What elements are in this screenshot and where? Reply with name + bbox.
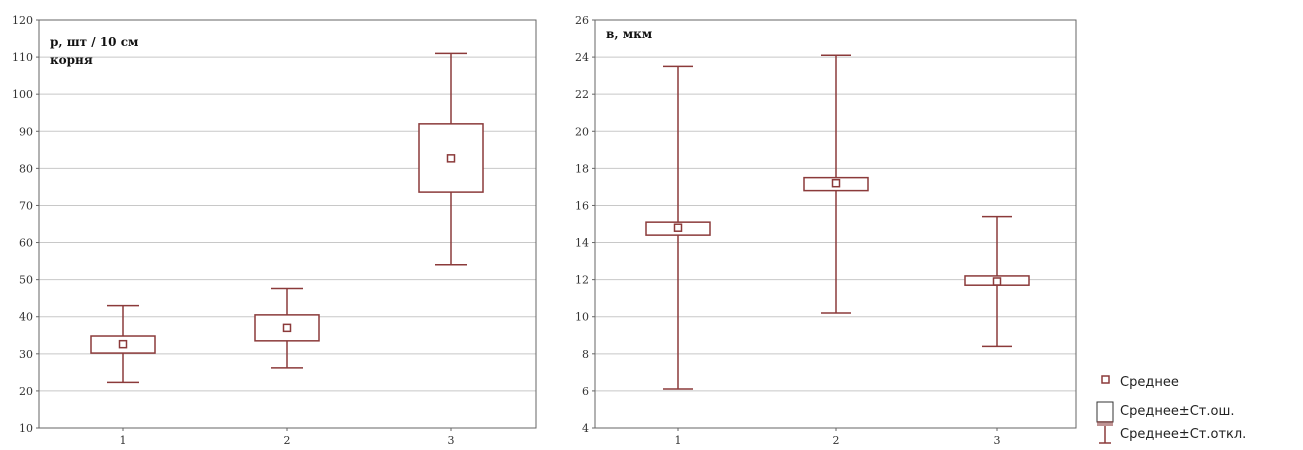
mean-marker: [992, 277, 1002, 286]
y-tick-label: 24: [575, 51, 589, 64]
legend-item-mean: Среднее: [1101, 375, 1179, 390]
y-tick-label: 6: [582, 385, 589, 398]
chart-left-panel: 10 20 30 40 50 60 70 80 90 100 110 120 1 2 3 p, шт / 10…: [12, 14, 537, 447]
y-tick-label: 8: [582, 348, 589, 361]
panel-annotation: p, шт / 10 см: [50, 35, 139, 49]
mean-marker: [282, 323, 292, 333]
y-tick-label: 100: [12, 88, 33, 101]
legend: Среднее Среднее±Ст.ош. Среднее±Ст.откл.: [1096, 375, 1246, 444]
mean-marker: [118, 339, 128, 349]
x-tick-label: 3: [448, 434, 455, 447]
mean-marker: [673, 223, 683, 232]
y-tick-label: 20: [575, 125, 589, 138]
y-tick-label: 30: [19, 348, 33, 361]
se-box-icon: [1096, 401, 1114, 423]
y-tick-label: 110: [12, 51, 33, 64]
legend-label-se: Среднее±Ст.ош.: [1120, 404, 1234, 419]
y-tick-label: 16: [575, 199, 589, 212]
y-tick-label: 90: [19, 125, 33, 138]
y-tick-label: 80: [19, 162, 33, 175]
y-tick-label: 18: [575, 162, 589, 175]
x-tick-label: 1: [675, 434, 682, 447]
box-group: [418, 52, 484, 266]
x-tick-label: 2: [833, 434, 840, 447]
y-tick-label: 14: [575, 237, 589, 250]
sd-whisker-icon: [1097, 421, 1113, 444]
y-tick-label: 120: [12, 14, 33, 27]
y-tick-label: 10: [575, 311, 589, 324]
box-group: [964, 215, 1030, 348]
y-tick-label: 40: [19, 311, 33, 324]
legend-item-sd: Среднее±Ст.откл.: [1097, 421, 1246, 444]
mean-marker: [831, 178, 841, 188]
x-tick-label: 1: [120, 434, 127, 447]
y-tick-label: 20: [19, 385, 33, 398]
y-tick-label: 22: [575, 88, 589, 101]
box-group: [254, 287, 320, 369]
mean-marker-icon: [1101, 375, 1110, 384]
y-tick-label: 60: [19, 237, 33, 250]
mean-marker: [446, 154, 456, 163]
y-tick-label: 26: [575, 14, 589, 27]
y-tick-label: 4: [582, 422, 589, 435]
y-tick-label: 12: [575, 274, 589, 287]
x-tick-label: 2: [284, 434, 291, 447]
legend-label-mean: Среднее: [1120, 375, 1179, 390]
y-tick-label: 70: [19, 199, 33, 212]
y-tick-label: 50: [19, 274, 33, 287]
legend-label-sd: Среднее±Ст.откл.: [1120, 427, 1246, 442]
x-tick-label: 3: [994, 434, 1001, 447]
y-tick-label: 10: [19, 422, 33, 435]
box-group: [803, 54, 869, 314]
box-group: [645, 65, 711, 390]
legend-item-se: Среднее±Ст.ош.: [1096, 401, 1234, 423]
panel-annotation: корня: [50, 53, 93, 67]
se-box: [418, 123, 484, 193]
panel-annotation: в, мкм: [606, 27, 653, 41]
box-group: [90, 304, 156, 384]
